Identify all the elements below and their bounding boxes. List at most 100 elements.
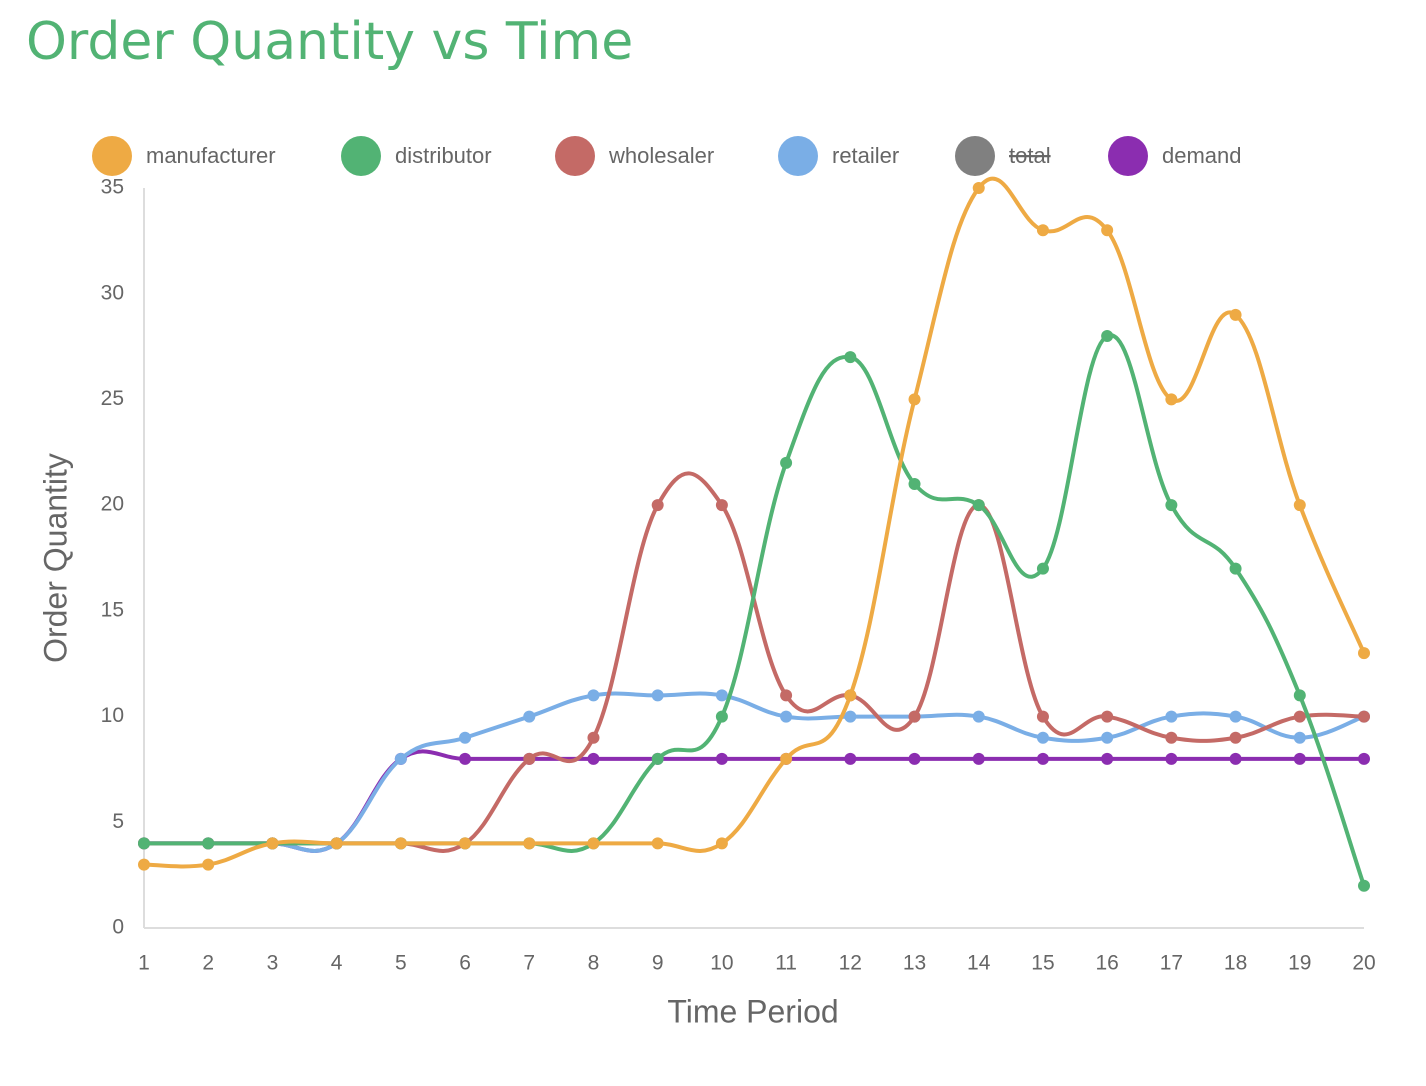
data-point	[1036, 562, 1049, 575]
data-point	[651, 689, 664, 702]
data-point	[1101, 731, 1114, 744]
legend-swatch[interactable]	[92, 136, 132, 176]
data-point	[780, 752, 793, 765]
data-point	[1293, 731, 1306, 744]
legend-label[interactable]: wholesaler	[608, 143, 714, 168]
data-point	[1101, 710, 1114, 723]
y-tick-label: 10	[101, 704, 124, 727]
legend-swatch[interactable]	[555, 136, 595, 176]
x-tick-label: 11	[775, 952, 797, 975]
data-point	[1229, 308, 1242, 321]
data-point	[844, 351, 857, 364]
data-point	[715, 689, 728, 702]
data-point	[1293, 499, 1306, 512]
data-point	[1358, 710, 1370, 723]
x-tick-label: 13	[903, 952, 926, 975]
data-point	[715, 752, 728, 765]
data-point	[780, 710, 793, 723]
data-point	[1358, 647, 1370, 660]
x-tick-label: 8	[588, 952, 600, 975]
series-line	[144, 749, 1364, 853]
data-point	[908, 393, 921, 406]
data-point	[523, 752, 536, 765]
legend-swatch[interactable]	[1108, 136, 1148, 176]
x-tick-label: 12	[839, 952, 862, 975]
data-point	[715, 499, 728, 512]
data-point	[715, 837, 728, 850]
y-axis-title: Order Quantity	[37, 453, 73, 663]
x-tick-label: 10	[710, 952, 733, 975]
data-point	[972, 752, 985, 765]
legend-label[interactable]: retailer	[832, 143, 899, 168]
data-point	[1101, 330, 1114, 342]
data-point	[1101, 752, 1114, 765]
data-point	[1358, 879, 1370, 892]
legend-label[interactable]: total	[1009, 143, 1051, 168]
legend-swatch[interactable]	[341, 136, 381, 176]
x-tick-label: 5	[395, 952, 407, 975]
data-point	[908, 710, 921, 723]
data-point	[394, 837, 407, 850]
x-tick-label: 18	[1224, 952, 1247, 975]
y-tick-label: 0	[112, 916, 124, 939]
y-tick-label: 15	[101, 598, 124, 621]
data-point	[844, 710, 857, 723]
data-point	[523, 837, 536, 850]
x-tick-label: 14	[967, 952, 991, 975]
data-point	[1358, 752, 1370, 765]
data-point	[651, 752, 664, 765]
data-point	[651, 499, 664, 512]
data-point	[138, 858, 150, 871]
x-tick-label: 4	[331, 952, 343, 975]
y-tick-label: 20	[101, 493, 124, 516]
data-point	[587, 689, 600, 702]
data-point	[138, 837, 150, 850]
data-point	[1165, 393, 1178, 406]
x-tick-label: 19	[1288, 952, 1311, 975]
x-tick-label: 7	[523, 952, 535, 975]
data-point	[651, 837, 664, 850]
x-tick-label: 15	[1031, 952, 1054, 975]
data-point	[715, 710, 728, 723]
x-tick-label: 2	[202, 952, 214, 975]
legend-swatch[interactable]	[955, 136, 995, 176]
data-point	[1036, 710, 1049, 723]
data-point	[394, 752, 407, 765]
y-tick-label: 35	[101, 176, 124, 199]
data-point	[1101, 224, 1114, 237]
data-point	[587, 731, 600, 744]
data-point	[1229, 710, 1242, 723]
chart-title: Order Quantity vs Time	[26, 12, 633, 72]
legend-label[interactable]: distributor	[395, 143, 492, 168]
data-point	[1036, 752, 1049, 765]
data-point	[330, 837, 343, 850]
legend-label[interactable]: manufacturer	[146, 143, 276, 168]
data-point	[844, 689, 857, 702]
x-tick-label: 3	[267, 952, 279, 975]
data-point	[972, 710, 985, 723]
series-line	[144, 691, 1365, 853]
x-tick-label: 20	[1352, 952, 1375, 975]
data-point	[1165, 752, 1178, 765]
data-point	[459, 731, 472, 744]
x-tick-label: 9	[652, 952, 664, 975]
data-point	[972, 182, 985, 194]
data-point	[780, 456, 793, 469]
legend-label[interactable]: demand	[1162, 143, 1242, 168]
data-point	[908, 752, 921, 765]
data-point	[1293, 689, 1306, 702]
data-point	[459, 752, 472, 765]
data-point	[1165, 710, 1178, 723]
data-point	[266, 837, 279, 850]
data-point	[587, 837, 600, 850]
x-tick-label: 6	[459, 952, 471, 975]
data-point	[1229, 752, 1242, 765]
x-tick-label: 17	[1160, 952, 1183, 975]
data-point	[202, 837, 215, 850]
data-point	[587, 752, 600, 765]
data-point	[1229, 562, 1242, 575]
data-point	[1293, 752, 1306, 765]
x-axis-title: Time Period	[667, 993, 838, 1029]
legend-swatch[interactable]	[778, 136, 818, 176]
